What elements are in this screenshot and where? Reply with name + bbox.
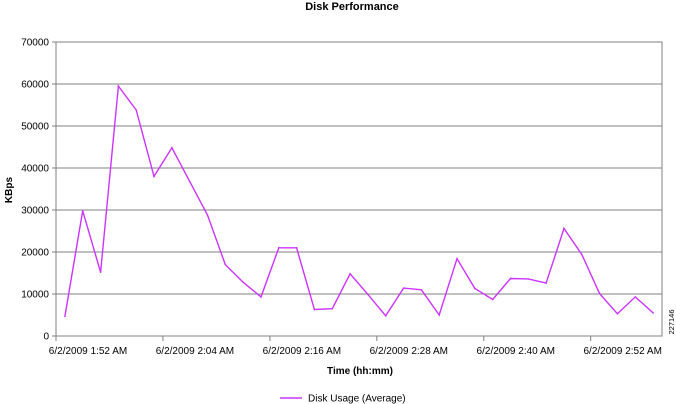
x-tick-labels: 6/2/2009 1:52 AM 6/2/2009 2:04 AM 6/2/2009… <box>49 336 662 357</box>
data-point <box>474 287 476 290</box>
y-tick-label: 60000 <box>21 80 49 91</box>
data-point <box>616 312 619 315</box>
data-point <box>188 180 191 183</box>
y-tick-label: 70000 <box>21 38 49 49</box>
series-line-disk-usage <box>64 84 654 317</box>
data-point <box>563 227 565 230</box>
series <box>64 84 654 318</box>
gridlines <box>56 83 662 295</box>
y-tick-label: 0 <box>43 332 49 343</box>
data-point <box>456 257 458 260</box>
data-point <box>117 85 120 87</box>
y-tick-label: 40000 <box>21 164 49 175</box>
data-point <box>384 315 387 317</box>
y-tick-label: 30000 <box>21 206 49 217</box>
x-tick-label: 6/2/2009 2:16 AM <box>263 346 341 357</box>
legend-label: Disk Usage (Average) <box>308 394 406 404</box>
data-point <box>64 315 66 318</box>
data-point <box>277 247 280 249</box>
data-point <box>135 109 138 111</box>
data-point <box>331 307 334 310</box>
y-tick-label: 10000 <box>21 290 49 301</box>
data-point <box>260 296 262 298</box>
data-point <box>313 308 316 311</box>
data-point <box>491 298 494 301</box>
x-tick-label: 6/2/2009 1:52 AM <box>49 346 127 357</box>
data-point <box>634 296 637 298</box>
data-point <box>153 175 155 178</box>
data-point <box>367 293 369 296</box>
x-tick-label: 6/2/2009 2:40 AM <box>477 346 555 357</box>
plot-area <box>55 41 663 337</box>
data-point <box>81 210 84 212</box>
data-point <box>99 271 102 273</box>
y-tick-labels: 0 10000 20000 30000 40000 50000 60000 70000 <box>21 38 56 343</box>
data-point <box>509 277 512 280</box>
chart-title: Disk Performance <box>305 1 399 13</box>
data-point <box>438 314 441 316</box>
data-point <box>420 289 423 291</box>
data-point <box>171 147 173 149</box>
data-point <box>402 287 405 289</box>
data-point <box>598 292 601 295</box>
y-tick-label: 50000 <box>21 122 49 133</box>
y-axis-label: KBps <box>4 177 15 204</box>
data-point <box>349 273 351 275</box>
x-axis-label: Time (hh:mm) <box>327 366 393 377</box>
x-tick-label: 6/2/2009 2:04 AM <box>156 346 234 357</box>
data-point <box>242 281 244 284</box>
data-point <box>295 247 298 249</box>
y-tick-label: 20000 <box>21 248 49 259</box>
x-tick-label: 6/2/2009 2:52 AM <box>584 346 662 357</box>
side-label: 227146 <box>667 309 676 334</box>
data-point <box>527 278 530 280</box>
data-point <box>545 282 547 284</box>
x-tick-label: 6/2/2009 2:28 AM <box>370 346 448 357</box>
data-point <box>580 253 583 256</box>
data-point <box>206 214 209 216</box>
data-point <box>652 312 654 314</box>
data-point <box>224 263 227 266</box>
legend: Disk Usage (Average) <box>280 394 406 404</box>
